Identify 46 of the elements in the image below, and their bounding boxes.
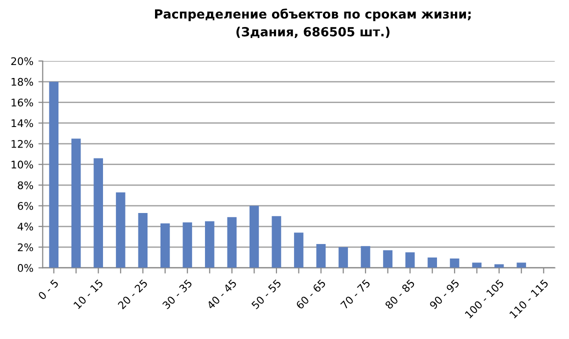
x-tick-label: 70 - 75 [340,279,371,310]
y-tick-label: 0% [18,264,34,272]
bar [472,262,482,268]
y-tick-label: 4% [18,222,34,231]
bar [383,250,392,268]
x-tick-label: 110 - 115 [509,279,549,319]
bar [316,244,326,268]
y-tick-label: 2% [18,243,34,252]
bar [494,264,504,268]
bar [94,158,104,268]
bar [160,223,170,268]
bar [360,246,370,268]
chart-title: Распределение объектов по срокам жизни; (Здания, 686505 шт.) [155,8,471,38]
x-tick-label: 10 - 15 [73,279,104,310]
x-tick-label: 60 - 65 [296,279,326,310]
x-tick-label: 50 - 55 [251,279,282,310]
bar [204,221,214,268]
x-tick-label: 90 - 95 [429,279,460,310]
bar [71,138,81,268]
x-tick-label: 0 - 5 [38,279,59,300]
y-tick-label: 16% [12,98,34,106]
x-tick-label: 80 - 85 [384,279,416,310]
y-tick-label: 10% [12,160,34,169]
bar [428,257,437,268]
bar [272,216,282,268]
y-tick-label: 6% [18,202,34,210]
y-tick-label: 12% [12,140,34,148]
y-tick-label: 18% [12,78,34,86]
y-tick-label: 20% [11,57,34,66]
y-tick-label: 8% [18,181,34,190]
bar [116,192,126,268]
x-tick-label: 20 - 25 [117,279,148,310]
x-tick-label: 100 - 105 [464,279,504,319]
y-tick-label: 14% [12,119,34,128]
bar [182,222,192,268]
bar [405,252,415,268]
bar [516,262,526,268]
bar [138,213,148,268]
bar [227,217,237,268]
bar [250,206,259,268]
bar [49,82,58,268]
x-tick-label: 30 - 35 [162,279,192,310]
bar [294,232,304,268]
bar [338,247,348,268]
bar [450,258,460,268]
x-tick-label: 40 - 45 [206,279,237,310]
